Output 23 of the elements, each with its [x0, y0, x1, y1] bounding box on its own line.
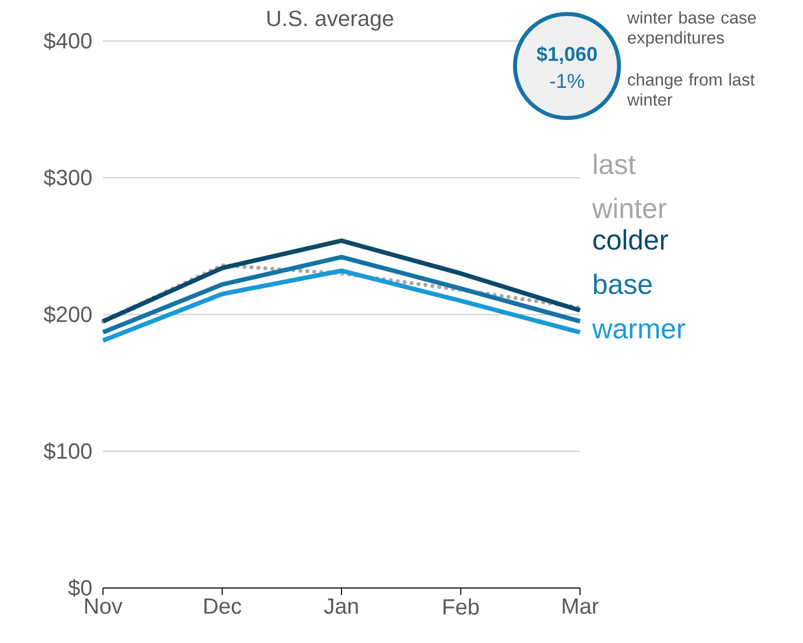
annotation: $1,060: [536, 46, 597, 64]
line-series: [101, 263, 582, 324]
annotation: -1%: [550, 74, 584, 88]
y-tick-label: $300: [44, 168, 92, 187]
chart-title: U.S. average: [267, 10, 394, 31]
line-series: [100, 238, 582, 324]
x-tick-label: Nov: [85, 598, 122, 614]
text: colder: [593, 229, 668, 250]
x-tick-label: Dec: [204, 598, 242, 614]
line-series: [100, 268, 582, 343]
x-tick-label: Jan: [324, 598, 358, 614]
x-tick-label: Mar: [562, 598, 599, 614]
y-tick-label: $400: [44, 32, 92, 50]
text: last winter: [592, 154, 666, 218]
y-tick-label: $0: [68, 579, 92, 597]
x-tick-label: Feb: [444, 598, 479, 615]
series-label: warmer: [592, 323, 686, 339]
y-tick-label: $100: [44, 442, 92, 460]
text: winter base case expenditures: [627, 11, 756, 48]
text: change from last winter: [627, 73, 755, 106]
line-series: [100, 254, 582, 335]
series-label: base: [594, 274, 652, 294]
y-tick-label: $200: [44, 306, 92, 324]
